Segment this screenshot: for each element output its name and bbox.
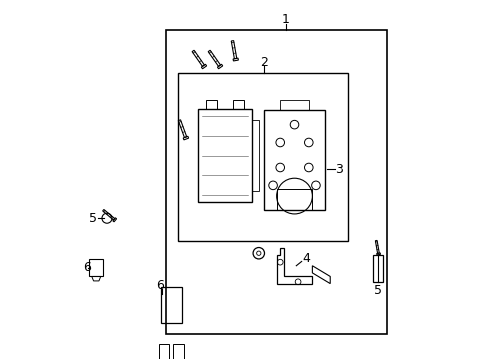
Bar — [160, 287, 182, 323]
Bar — [198, 109, 251, 202]
Text: 3: 3 — [335, 163, 343, 176]
Bar — [280, 100, 308, 111]
Bar — [232, 100, 243, 109]
Text: 4: 4 — [302, 252, 309, 265]
Text: 1: 1 — [281, 13, 289, 26]
Bar — [205, 100, 216, 109]
Bar — [276, 189, 312, 210]
Bar — [159, 344, 169, 360]
Bar — [178, 73, 347, 241]
Text: 5: 5 — [374, 284, 382, 297]
Text: 2: 2 — [260, 55, 267, 69]
Text: 6: 6 — [156, 279, 164, 292]
Bar — [173, 344, 183, 360]
Text: 5: 5 — [88, 212, 97, 225]
Bar — [165, 30, 386, 334]
Bar — [89, 258, 103, 276]
Bar — [373, 255, 383, 282]
Bar — [251, 120, 258, 192]
Bar — [264, 111, 324, 210]
Text: 6: 6 — [82, 261, 90, 274]
